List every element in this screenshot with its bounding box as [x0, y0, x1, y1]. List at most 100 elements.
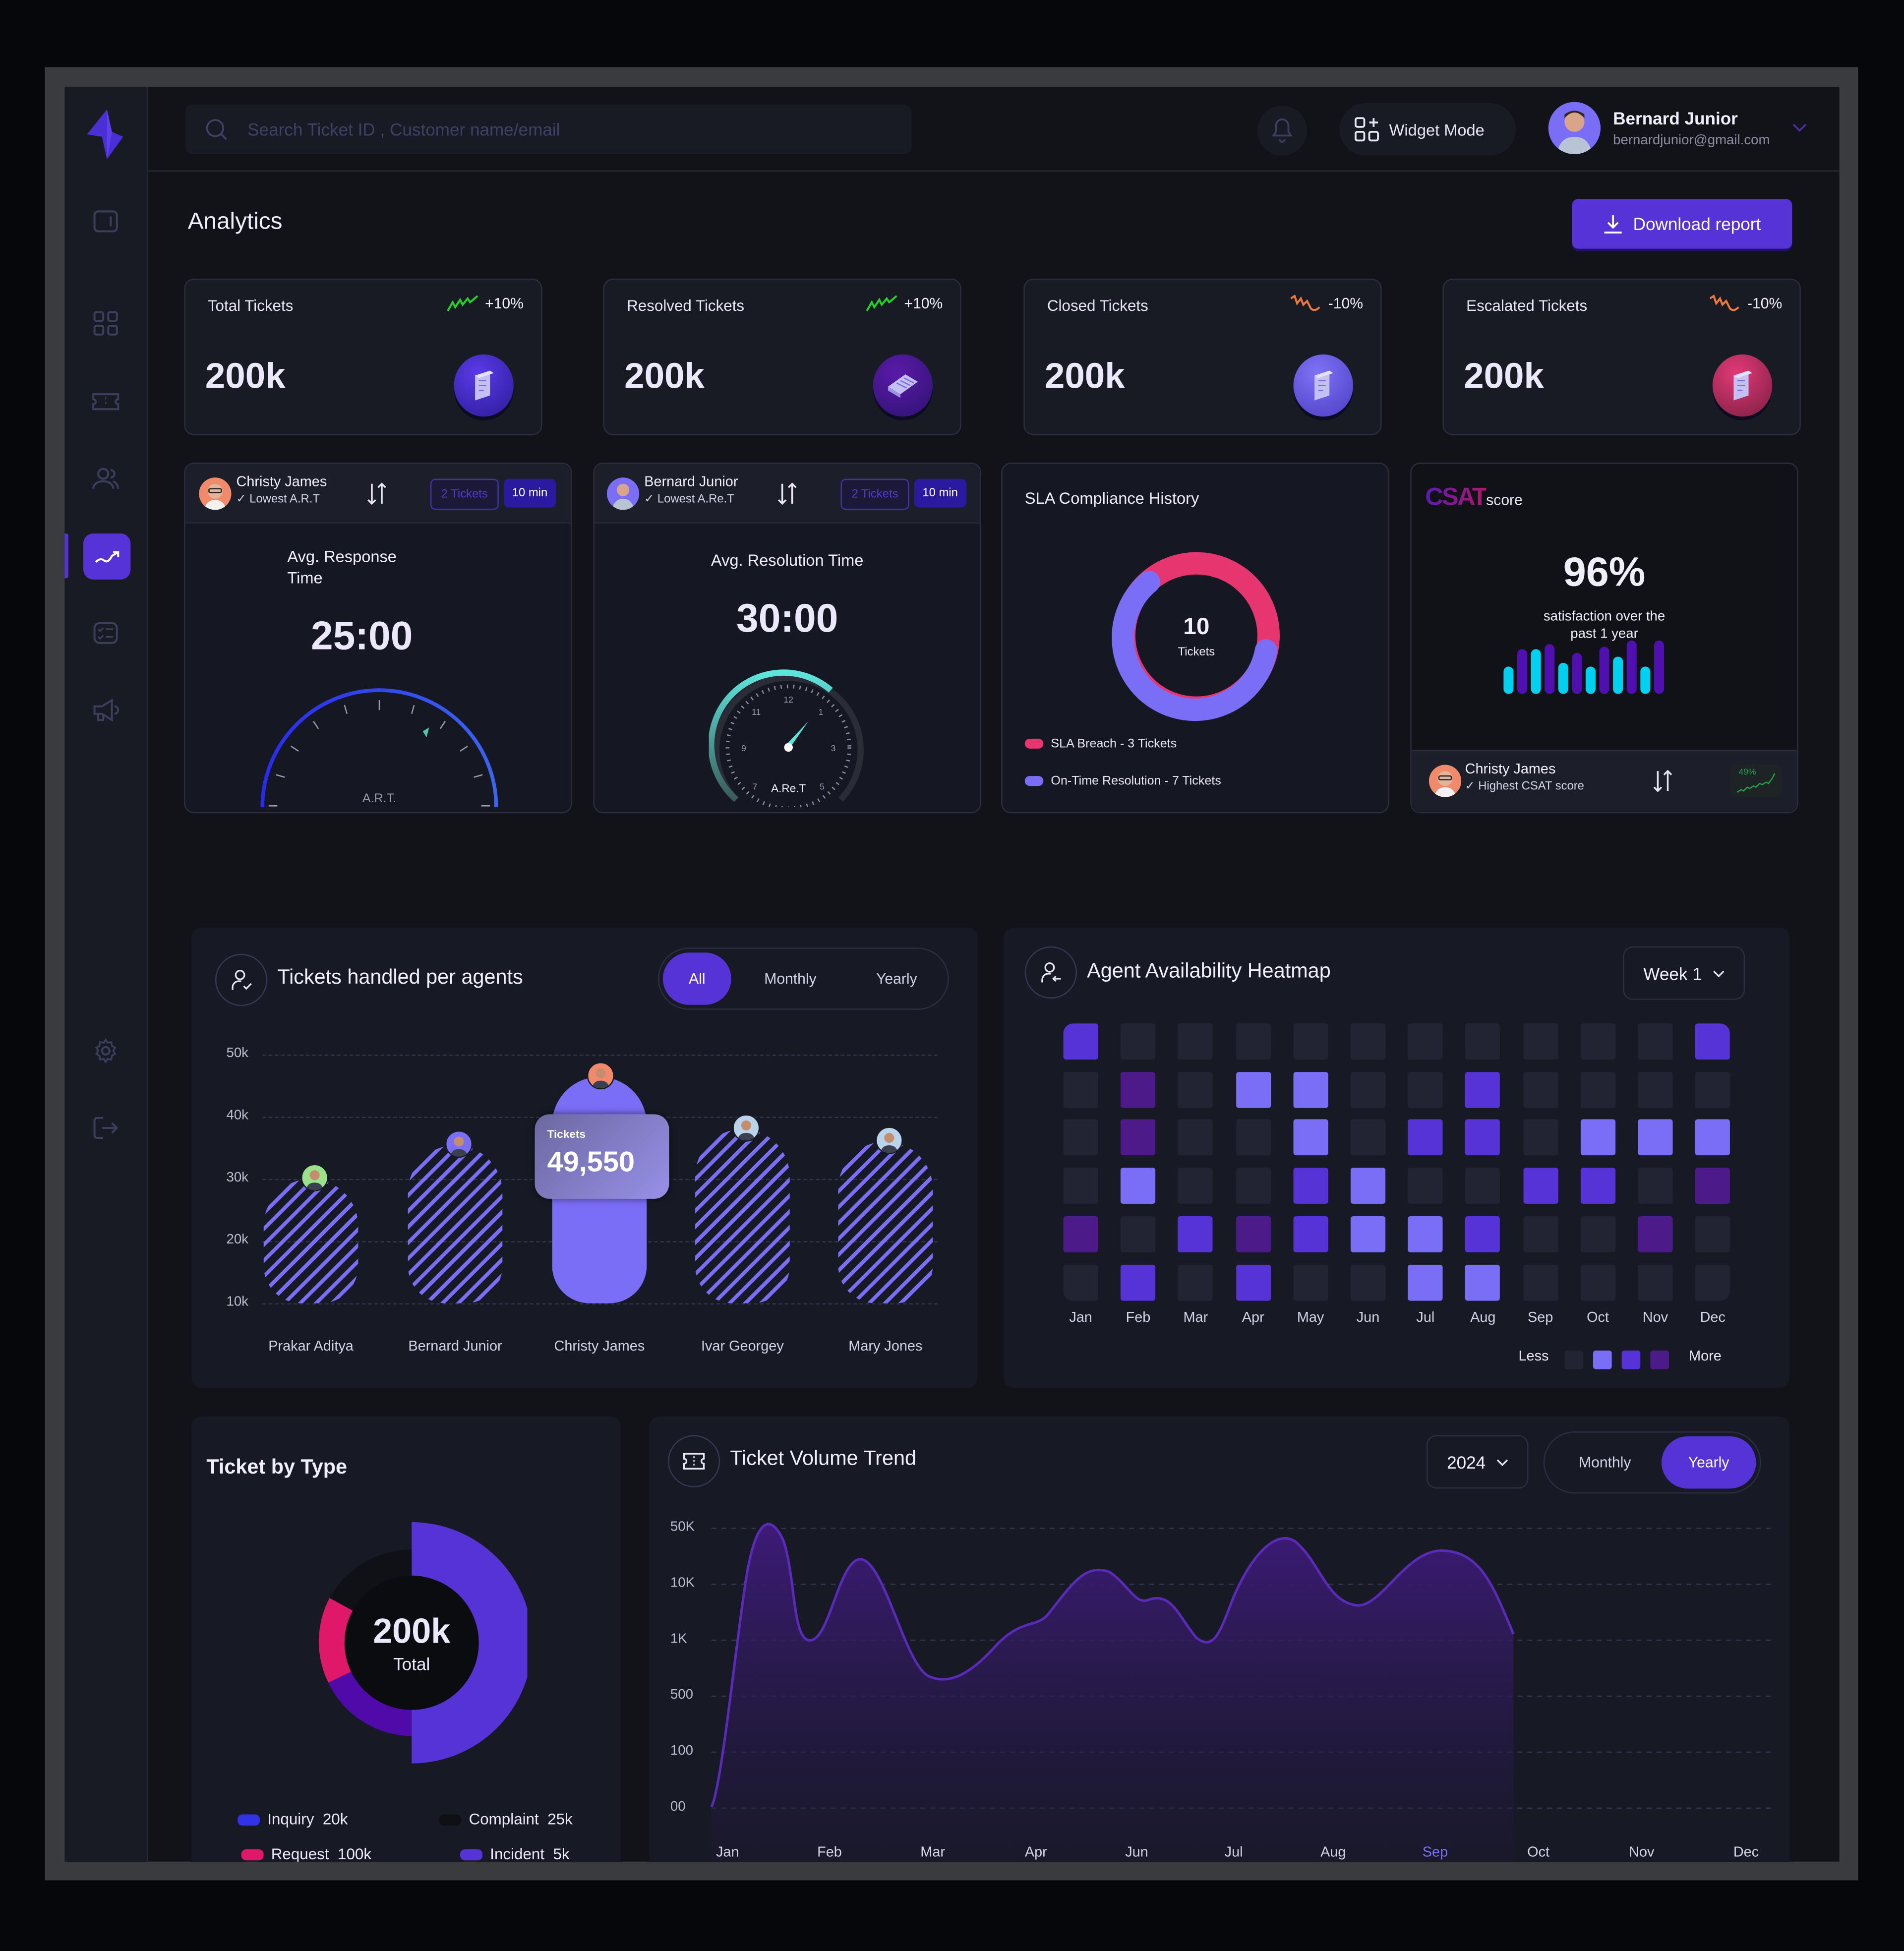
agent-bar[interactable]: [408, 1144, 503, 1303]
heatmap-cell[interactable]: [1178, 1023, 1213, 1060]
heatmap-cell[interactable]: [1408, 1120, 1443, 1156]
sort-arrows-icon[interactable]: [777, 482, 797, 505]
heatmap-cell[interactable]: [1121, 1023, 1156, 1060]
heatmap-cell[interactable]: [1350, 1071, 1386, 1108]
heatmap-cell[interactable]: [1465, 1168, 1500, 1204]
heatmap-cell[interactable]: [1695, 1071, 1730, 1108]
heatmap-cell[interactable]: [1638, 1264, 1673, 1301]
heatmap-cell[interactable]: [1293, 1023, 1328, 1060]
heatmap-cell[interactable]: [1465, 1120, 1500, 1156]
heatmap-cell[interactable]: [1178, 1120, 1213, 1156]
heatmap-cell[interactable]: [1580, 1120, 1615, 1156]
agent-bar[interactable]: [263, 1179, 358, 1303]
heatmap-cell[interactable]: [1350, 1216, 1386, 1252]
heatmap-cell[interactable]: [1293, 1071, 1328, 1108]
sidebar-item-users[interactable]: [83, 457, 128, 501]
sidebar-item-analytics[interactable]: [83, 533, 131, 580]
heatmap-cell[interactable]: [1236, 1120, 1271, 1156]
heatmap-cell[interactable]: [1293, 1216, 1328, 1252]
heatmap-cell[interactable]: [1695, 1023, 1730, 1060]
heatmap-cell[interactable]: [1121, 1216, 1156, 1252]
heatmap-cell[interactable]: [1063, 1264, 1098, 1301]
heatmap-cell[interactable]: [1350, 1264, 1386, 1301]
heatmap-cell[interactable]: [1465, 1264, 1500, 1301]
heatmap-cell[interactable]: [1523, 1216, 1558, 1252]
heatmap-cell[interactable]: [1638, 1168, 1673, 1204]
widget-mode-button[interactable]: Widget Mode: [1339, 103, 1516, 156]
heatmap-cell[interactable]: [1350, 1168, 1386, 1204]
heatmap-cell[interactable]: [1293, 1120, 1328, 1156]
heatmap-cell[interactable]: [1063, 1071, 1098, 1108]
sidebar-item-tasks[interactable]: [83, 611, 128, 655]
heatmap-cell[interactable]: [1580, 1023, 1615, 1060]
tab-yearly[interactable]: Yearly: [876, 970, 917, 988]
heatmap-cell[interactable]: [1121, 1264, 1156, 1301]
heatmap-cell[interactable]: [1236, 1264, 1271, 1301]
tab-yearly[interactable]: Yearly: [1661, 1436, 1756, 1489]
sidebar-item-dashboard[interactable]: [83, 301, 128, 346]
heatmap-cell[interactable]: [1178, 1071, 1213, 1108]
chevron-down-icon[interactable]: [1792, 123, 1807, 133]
heatmap-cell[interactable]: [1236, 1071, 1271, 1108]
heatmap-cell[interactable]: [1121, 1120, 1156, 1156]
heatmap-cell[interactable]: [1350, 1120, 1386, 1156]
heatmap-cell[interactable]: [1408, 1264, 1443, 1301]
search-bar[interactable]: [185, 104, 912, 155]
heatmap-cell[interactable]: [1236, 1216, 1271, 1252]
heatmap-cell[interactable]: [1638, 1216, 1673, 1252]
heatmap-cell[interactable]: [1580, 1216, 1615, 1252]
heatmap-cell[interactable]: [1638, 1023, 1673, 1060]
tab-monthly[interactable]: Monthly: [764, 970, 817, 988]
heatmap-cell[interactable]: [1408, 1216, 1443, 1252]
heatmap-cell[interactable]: [1121, 1071, 1156, 1108]
heatmap-cell[interactable]: [1178, 1264, 1213, 1301]
heatmap-cell[interactable]: [1236, 1168, 1271, 1204]
heatmap-cell[interactable]: [1695, 1264, 1730, 1301]
heatmap-cell[interactable]: [1638, 1071, 1673, 1108]
heatmap-cell[interactable]: [1580, 1264, 1615, 1301]
download-report-button[interactable]: Download report: [1572, 199, 1792, 249]
heatmap-cell[interactable]: [1350, 1023, 1386, 1060]
heatmap-cell[interactable]: [1063, 1120, 1098, 1156]
tab-monthly[interactable]: Monthly: [1579, 1454, 1631, 1472]
heatmap-cell[interactable]: [1695, 1168, 1730, 1204]
heatmap-cell[interactable]: [1063, 1216, 1098, 1252]
heatmap-cell[interactable]: [1580, 1071, 1615, 1108]
year-dropdown[interactable]: 2024: [1426, 1435, 1529, 1489]
heatmap-cell[interactable]: [1523, 1120, 1558, 1156]
heatmap-cell[interactable]: [1638, 1120, 1673, 1156]
sidebar-item-layout[interactable]: [83, 199, 128, 243]
heatmap-cell[interactable]: [1178, 1168, 1213, 1204]
user-menu[interactable]: Bernard Junior bernardjunior@gmail.com: [1548, 102, 1807, 155]
heatmap-cell[interactable]: [1293, 1264, 1328, 1301]
heatmap-cell[interactable]: [1293, 1168, 1328, 1204]
heatmap-cell[interactable]: [1523, 1071, 1558, 1108]
heatmap-cell[interactable]: [1408, 1023, 1443, 1060]
sidebar-item-settings[interactable]: [83, 1028, 128, 1073]
heatmap-cell[interactable]: [1236, 1023, 1271, 1060]
heatmap-cell[interactable]: [1408, 1168, 1443, 1204]
search-input[interactable]: [245, 118, 872, 141]
sidebar-item-tickets[interactable]: [83, 379, 128, 424]
heatmap-cell[interactable]: [1121, 1168, 1156, 1204]
heatmap-cell[interactable]: [1523, 1023, 1558, 1060]
heatmap-cell[interactable]: [1408, 1071, 1443, 1108]
week-dropdown[interactable]: Week 1: [1623, 946, 1745, 1000]
heatmap-cell[interactable]: [1178, 1216, 1213, 1252]
heatmap-cell[interactable]: [1063, 1168, 1098, 1204]
sort-arrows-icon[interactable]: [1653, 769, 1672, 792]
heatmap-cell[interactable]: [1580, 1168, 1615, 1204]
heatmap-cell[interactable]: [1465, 1071, 1500, 1108]
tab-all[interactable]: All: [662, 952, 731, 1005]
heatmap-cell[interactable]: [1523, 1264, 1558, 1301]
sort-arrows-icon[interactable]: [367, 482, 387, 505]
agent-bar[interactable]: [838, 1141, 933, 1303]
sidebar-item-announcements[interactable]: [83, 688, 128, 732]
heatmap-cell[interactable]: [1695, 1216, 1730, 1252]
notifications-button[interactable]: [1257, 106, 1308, 156]
heatmap-cell[interactable]: [1465, 1216, 1500, 1252]
heatmap-cell[interactable]: [1523, 1168, 1558, 1204]
heatmap-cell[interactable]: [1465, 1023, 1500, 1060]
heatmap-cell[interactable]: [1063, 1023, 1098, 1060]
sidebar-item-logout[interactable]: [83, 1106, 128, 1150]
